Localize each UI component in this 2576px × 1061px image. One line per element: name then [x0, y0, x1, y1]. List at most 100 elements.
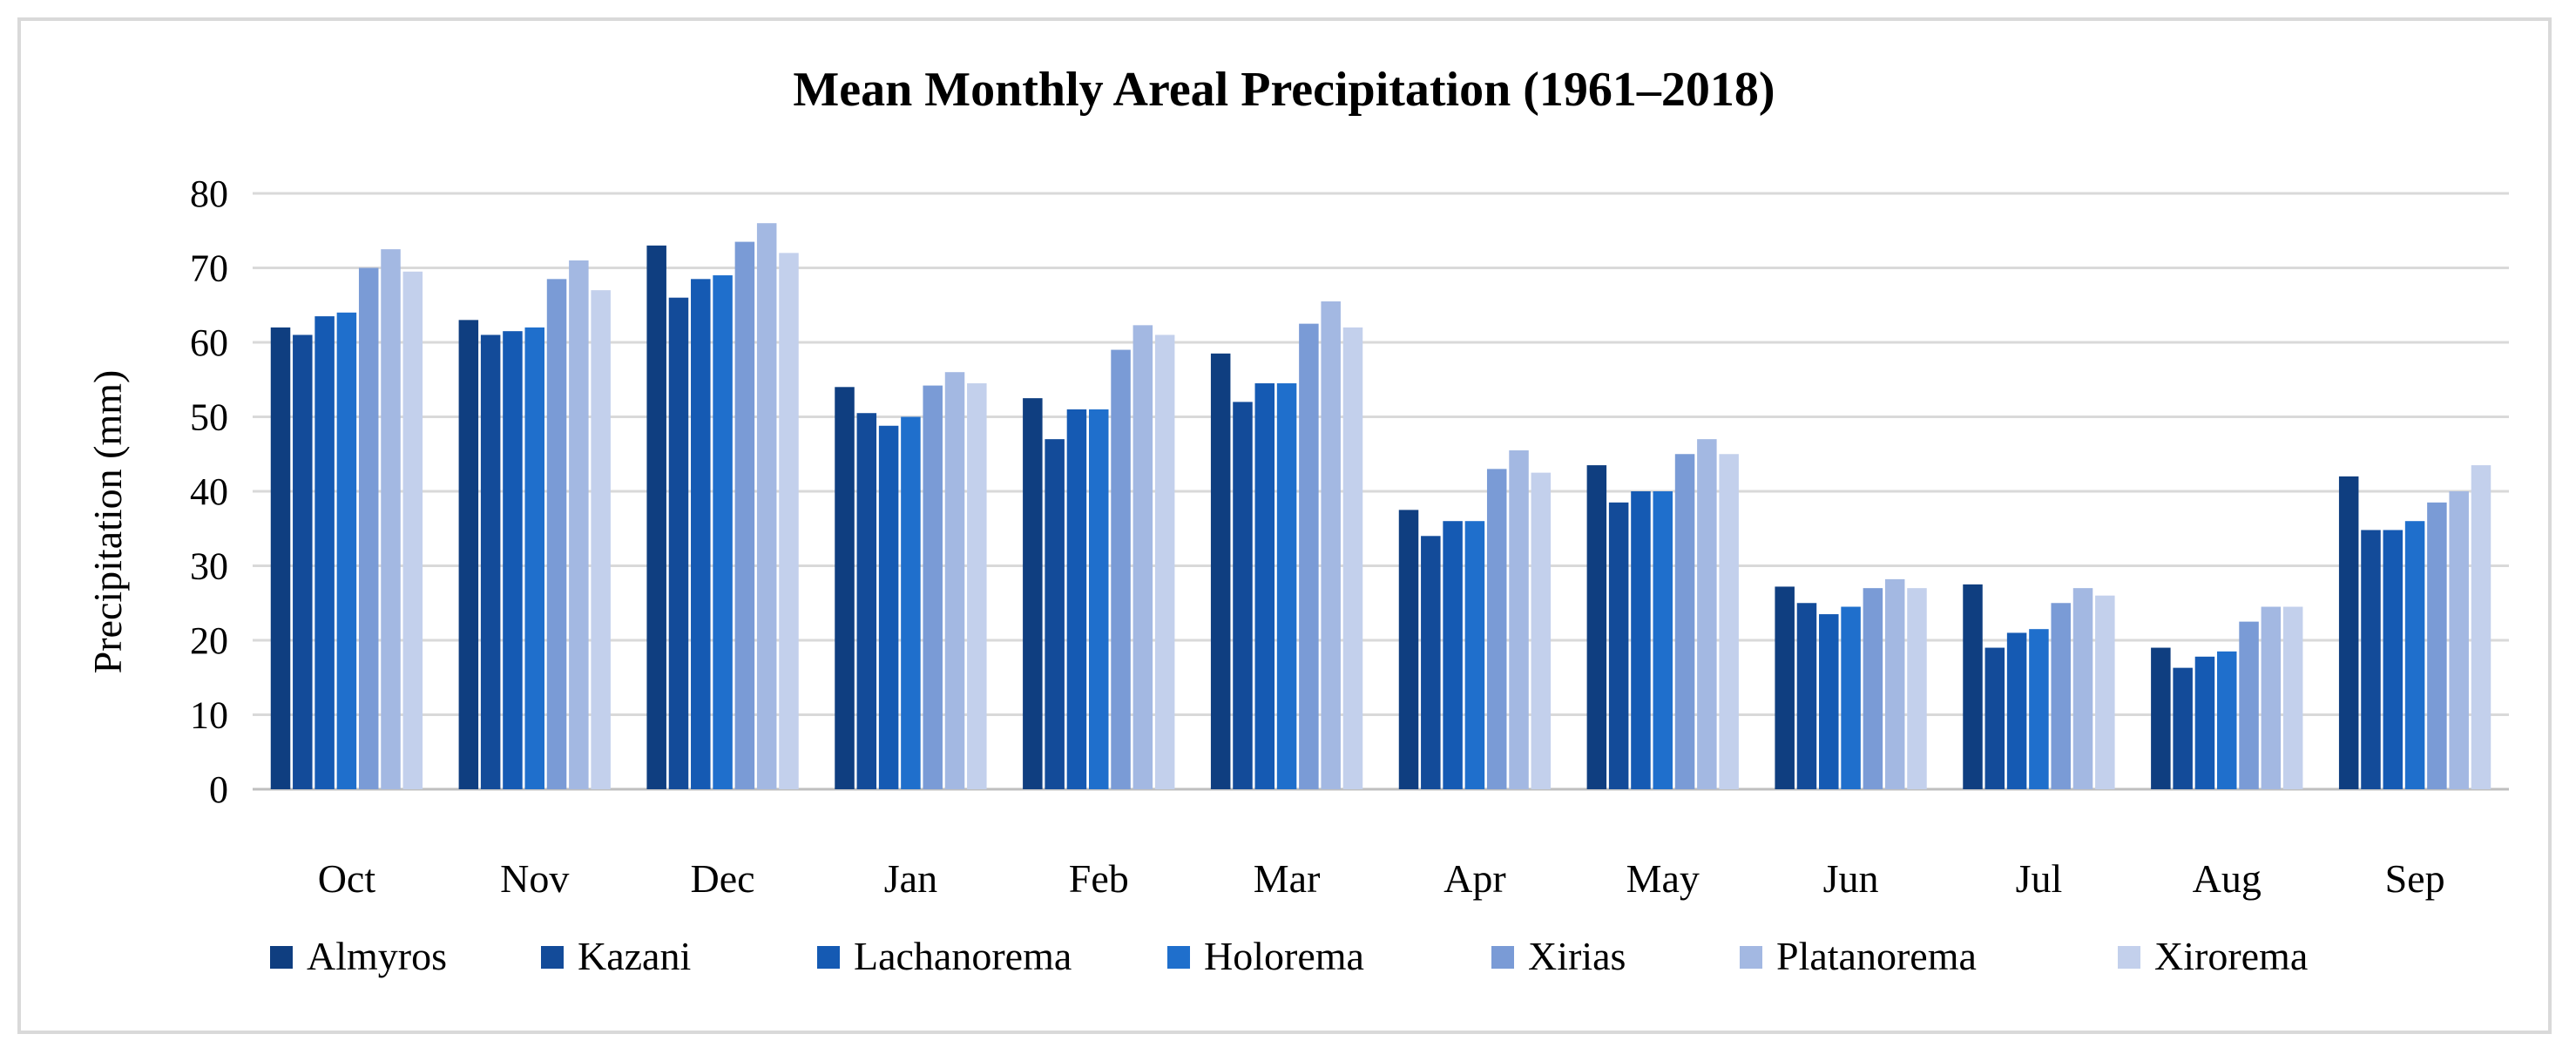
x-tick-labels: Oct Nov Dec Jan Feb Mar Apr May Jun Jul Aug Sep	[318, 856, 2445, 901]
bar	[1631, 491, 1651, 789]
bar	[1486, 469, 1507, 789]
bar	[381, 249, 401, 789]
legend-label: Kazani	[578, 934, 691, 978]
bar	[878, 425, 899, 789]
y-tick-label: 30	[190, 545, 228, 588]
bar	[1674, 454, 1695, 789]
bar	[1586, 465, 1607, 789]
bar	[503, 331, 523, 789]
x-tick-label: Jun	[1823, 856, 1879, 901]
x-tick-label: Feb	[1069, 856, 1129, 901]
bar	[2194, 656, 2215, 789]
bar	[967, 383, 987, 789]
bar	[646, 245, 666, 790]
bar	[1299, 323, 1319, 789]
x-tick-label: Apr	[1444, 856, 1506, 901]
bar	[2404, 521, 2425, 789]
bar	[756, 223, 777, 789]
legend-label: Platanorema	[1776, 934, 1977, 978]
legend-swatch	[1740, 946, 1762, 969]
bar	[1796, 603, 1817, 789]
x-tick-label: Jul	[2016, 856, 2063, 901]
bar	[358, 267, 379, 789]
chart-frame: Mean Monthly Areal Precipitation (1961–2…	[17, 17, 2552, 1034]
bar	[270, 327, 291, 789]
bar	[1089, 409, 1109, 789]
legend-swatch	[1491, 946, 1514, 969]
y-tick-labels: 0 10 20 30 40 50 60 70 80	[190, 172, 228, 811]
legend-label: Xirias	[1528, 934, 1626, 978]
y-axis-label: Precipitation (mm)	[85, 370, 130, 674]
bar	[2383, 530, 2404, 789]
bar	[1421, 536, 1441, 789]
bar	[2217, 651, 2237, 789]
bar	[2151, 647, 2171, 789]
bar	[1045, 439, 1065, 789]
bar	[944, 372, 965, 789]
bar	[591, 290, 611, 789]
bar	[779, 253, 799, 789]
bar	[734, 241, 755, 789]
bar	[1608, 502, 1629, 789]
bar	[2173, 667, 2193, 789]
x-tick-label: Dec	[691, 856, 755, 901]
bar	[2282, 606, 2303, 789]
bar	[1509, 449, 1529, 789]
bar	[1719, 454, 1739, 789]
bar	[691, 279, 711, 789]
bar	[1819, 614, 1839, 789]
legend-label: Lachanorema	[854, 934, 1072, 978]
bar	[835, 387, 855, 789]
x-tick-label: Sep	[2385, 856, 2445, 901]
bar	[1321, 301, 1341, 790]
bar	[480, 335, 501, 789]
x-tick-label: May	[1626, 856, 1700, 901]
bar	[2029, 629, 2049, 789]
bar	[1464, 521, 1485, 789]
bar	[2095, 595, 2115, 789]
legend-swatch	[541, 946, 564, 969]
bar	[293, 335, 313, 789]
bar	[1653, 491, 1673, 789]
legend-swatch	[817, 946, 840, 969]
bar	[1907, 588, 1927, 789]
bar	[1963, 584, 1983, 789]
bar	[1023, 398, 1043, 789]
y-tick-label: 0	[209, 768, 228, 811]
y-tick-label: 60	[190, 321, 228, 364]
x-tick-label: Jan	[884, 856, 937, 901]
bar	[402, 271, 423, 789]
legend-label: Almyros	[307, 934, 447, 978]
bar	[1066, 409, 1087, 789]
bar	[2051, 603, 2071, 789]
bar	[668, 297, 689, 789]
bar	[1342, 327, 1363, 789]
bar	[524, 327, 544, 789]
bar	[458, 320, 479, 790]
x-tick-label: Oct	[318, 856, 376, 901]
legend-swatch	[1167, 946, 1190, 969]
bar	[1210, 353, 1231, 789]
bar	[1132, 325, 1153, 790]
y-tick-label: 40	[190, 470, 228, 513]
bar	[1254, 383, 1275, 789]
bar	[2427, 502, 2447, 789]
y-tick-label: 50	[190, 396, 228, 439]
bar	[2072, 588, 2093, 789]
y-tick-label: 70	[190, 247, 228, 290]
bar	[1884, 578, 1905, 789]
bar	[1276, 383, 1297, 789]
bar	[569, 260, 589, 789]
bar	[1775, 586, 1795, 789]
x-tick-label: Aug	[2193, 856, 2262, 901]
bar	[2338, 476, 2359, 789]
bar	[1233, 402, 1253, 789]
bar	[1154, 335, 1175, 789]
chart-title: Mean Monthly Areal Precipitation (1961–2…	[793, 63, 1775, 117]
y-tick-label: 80	[190, 172, 228, 215]
legend: Almyros Kazani Lachanorema Holorema Xirias Pl…	[270, 934, 2308, 978]
x-tick-label: Nov	[500, 856, 569, 901]
y-tick-label: 10	[190, 694, 228, 737]
bar	[1531, 472, 1552, 789]
legend-swatch	[270, 946, 293, 969]
